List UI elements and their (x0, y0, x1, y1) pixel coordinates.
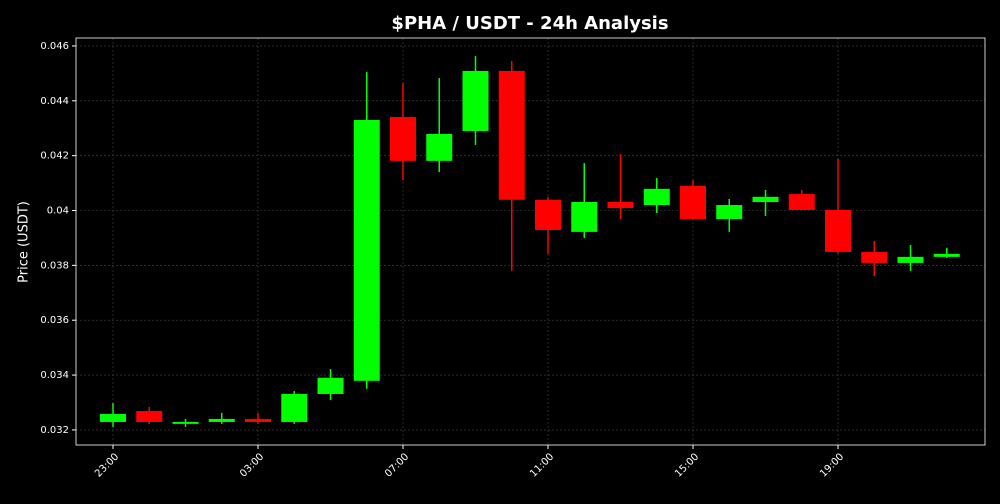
candle-body (680, 185, 706, 220)
candle-body (933, 253, 960, 257)
candle-body (100, 414, 126, 422)
y-axis-label: Price (USDT) (17, 201, 32, 283)
candle-body (245, 418, 271, 422)
candle-body (281, 393, 308, 422)
candle-body (607, 202, 634, 209)
candle-body (498, 70, 525, 200)
candle-body (172, 421, 199, 424)
y-tick-label: 0.038 (40, 260, 69, 271)
y-tick-label: 0.046 (40, 41, 69, 52)
plot-frame (75, 37, 986, 446)
candle-body (390, 116, 416, 161)
y-tick-label: 0.036 (40, 315, 69, 326)
chart-title: $PHA / USDT - 24h Analysis (391, 13, 668, 34)
y-tick-label: 0.042 (40, 151, 69, 162)
candle-body (897, 256, 924, 263)
y-tick-label: 0.032 (40, 425, 69, 436)
candle-body (825, 209, 851, 252)
candle-body (462, 70, 489, 131)
candle-body (317, 377, 344, 394)
candle-body (353, 120, 380, 381)
candle-body (716, 205, 743, 220)
y-tick-label: 0.044 (40, 96, 69, 107)
candle-body (788, 194, 815, 210)
candle-body (861, 251, 888, 263)
candle-body (136, 410, 163, 422)
candle-body (571, 202, 598, 232)
candle-body (208, 418, 235, 422)
candle-body (752, 196, 779, 203)
candle-body (426, 133, 453, 161)
y-tick-label: 0.034 (40, 370, 69, 381)
candle-body (643, 188, 670, 206)
y-tick-label: 0.04 (47, 206, 69, 217)
candle-body (535, 199, 561, 230)
